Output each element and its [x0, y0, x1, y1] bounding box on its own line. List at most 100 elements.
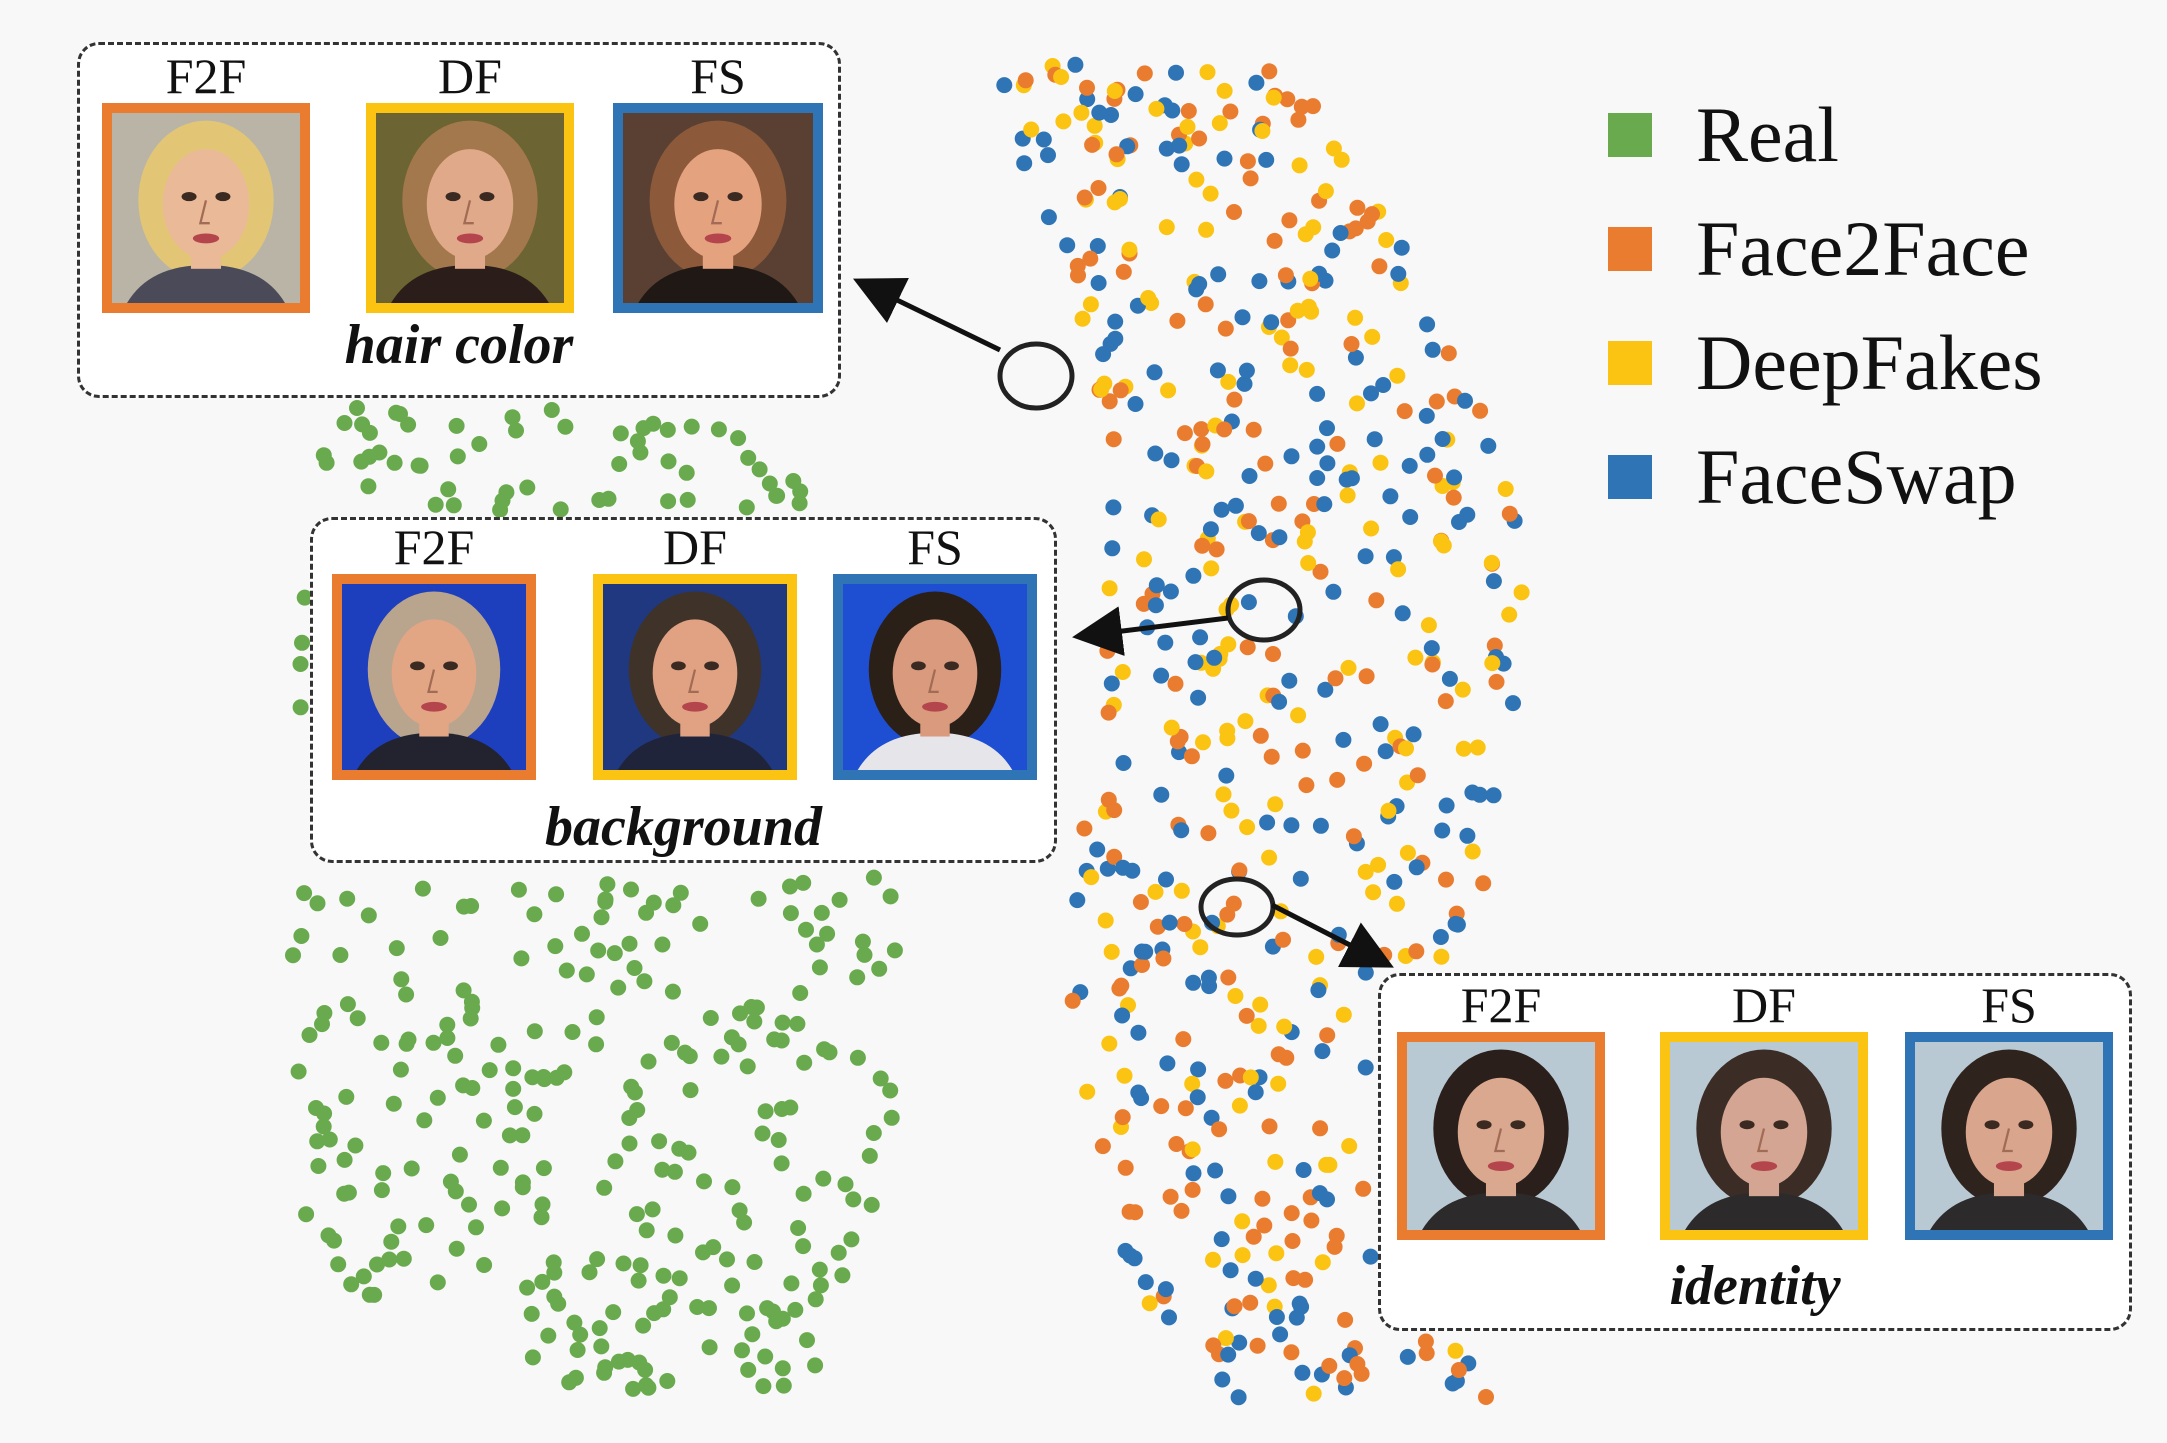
data-point-deepfakes — [1298, 361, 1315, 378]
data-point-real — [782, 1099, 799, 1116]
thumb-caption: DF — [438, 48, 502, 104]
data-point-deepfakes — [1370, 856, 1387, 873]
data-point-real — [535, 1069, 552, 1085]
data-point-face2face — [1408, 943, 1425, 960]
thumb-caption: F2F — [393, 519, 475, 575]
data-point-faceswap — [1146, 364, 1163, 381]
data-point-faceswap — [1190, 689, 1207, 706]
data-point-faceswap — [1309, 385, 1326, 402]
data-point-deepfakes — [1112, 191, 1128, 207]
data-point-faceswap — [1230, 1389, 1247, 1406]
data-point-faceswap — [1161, 1309, 1177, 1326]
data-point-real — [623, 1078, 640, 1095]
data-point-real — [593, 909, 610, 926]
data-point-real — [638, 1222, 655, 1239]
data-point-faceswap — [1434, 431, 1451, 447]
data-point-real — [398, 1035, 415, 1052]
data-point-real — [672, 884, 689, 901]
data-point-real — [682, 1082, 699, 1099]
data-point-real — [610, 979, 627, 996]
data-point-faceswap — [1393, 239, 1410, 256]
data-point-deepfakes — [1082, 296, 1099, 313]
data-point-face2face — [1211, 1121, 1228, 1138]
data-point-real — [468, 1219, 484, 1236]
data-point-faceswap — [1220, 1346, 1237, 1363]
data-point-face2face — [1219, 906, 1236, 923]
data-point-face2face — [1355, 1180, 1372, 1197]
data-point-deepfakes — [1464, 843, 1481, 860]
data-point-faceswap — [1095, 346, 1112, 363]
data-point-faceswap — [1505, 695, 1521, 712]
data-point-real — [667, 1227, 684, 1244]
data-point-face2face — [1245, 1228, 1262, 1245]
data-point-real — [533, 1209, 550, 1226]
data-point-deepfakes — [1363, 520, 1380, 537]
data-point-faceswap — [1271, 693, 1288, 710]
data-point-real — [439, 1016, 456, 1033]
data-point-faceswap — [1317, 681, 1334, 698]
data-point-real — [660, 453, 677, 470]
data-point-deepfakes — [1296, 533, 1313, 550]
data-point-real — [795, 1185, 812, 1202]
data-point-faceswap — [1159, 1055, 1176, 1072]
data-point-real — [774, 1310, 791, 1327]
data-point-real — [546, 1288, 563, 1305]
data-point-real — [746, 1013, 763, 1030]
data-point-real — [774, 1360, 791, 1377]
data-point-deepfakes — [1219, 722, 1236, 739]
data-point-face2face — [1079, 79, 1095, 96]
data-point-deepfakes — [1364, 328, 1381, 345]
data-point-deepfakes — [1234, 1247, 1251, 1264]
data-point-deepfakes — [1216, 82, 1233, 99]
data-point-deepfakes — [1497, 481, 1514, 497]
callout-arrow — [1072, 606, 1229, 656]
data-point-real — [754, 1125, 771, 1142]
data-point-real — [591, 1320, 608, 1337]
data-point-face2face — [1427, 467, 1443, 484]
data-point-deepfakes — [1267, 796, 1284, 813]
data-point-faceswap — [1357, 1059, 1374, 1076]
data-point-real — [589, 1251, 606, 1268]
data-point-faceswap — [1310, 982, 1327, 999]
data-point-face2face — [1167, 675, 1184, 692]
data-point-faceswap — [1471, 786, 1488, 803]
data-point-deepfakes — [1203, 560, 1220, 577]
data-point-face2face — [1337, 1311, 1354, 1328]
data-point-faceswap — [1459, 506, 1476, 523]
data-point-real — [332, 947, 349, 963]
data-point-face2face — [1114, 1109, 1131, 1126]
data-point-deepfakes — [1378, 232, 1395, 248]
legend-swatch — [1608, 341, 1652, 385]
data-point-real — [445, 497, 462, 514]
data-point-face2face — [1193, 421, 1210, 438]
data-point-face2face — [1424, 656, 1441, 673]
data-point-face2face — [1017, 72, 1034, 89]
data-point-face2face — [1297, 1271, 1314, 1288]
data-point-faceswap — [1424, 341, 1441, 358]
data-point-real — [355, 1268, 372, 1285]
data-point-face2face — [1216, 421, 1233, 438]
data-point-real — [505, 1080, 522, 1097]
data-point-faceswap — [1386, 873, 1403, 890]
data-point-deepfakes — [1380, 802, 1397, 819]
data-point-real — [448, 417, 465, 434]
data-point-faceswap — [1295, 1162, 1312, 1178]
data-point-deepfakes — [1211, 115, 1228, 132]
data-point-real — [385, 1095, 402, 1112]
data-point-deepfakes — [1318, 1156, 1335, 1173]
data-point-real — [659, 421, 676, 438]
data-point-deepfakes — [1147, 883, 1164, 900]
data-point-real — [429, 1089, 446, 1106]
data-point-real — [710, 421, 727, 438]
data-point-face2face — [1437, 693, 1454, 710]
data-point-faceswap — [1385, 549, 1402, 566]
data-point-deepfakes — [1454, 681, 1471, 698]
data-point-deepfakes — [1273, 329, 1290, 346]
data-point-real — [552, 501, 569, 518]
data-point-real — [731, 1202, 748, 1219]
face-portrait — [1407, 1042, 1595, 1230]
data-point-real — [738, 499, 755, 516]
data-point-face2face — [1428, 393, 1445, 410]
data-point-faceswap — [1089, 238, 1106, 254]
data-point-deepfakes — [1433, 948, 1450, 965]
